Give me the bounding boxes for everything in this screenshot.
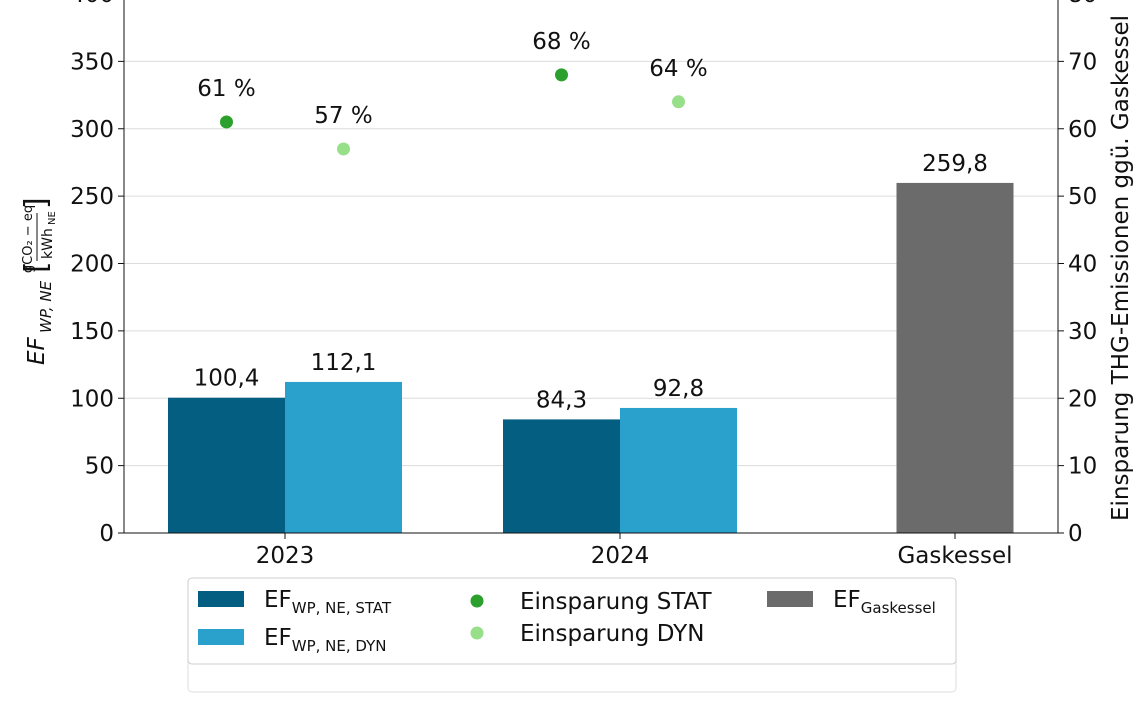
scatter-point xyxy=(672,95,685,109)
x-tick-label: Gaskessel xyxy=(897,543,1012,569)
bar xyxy=(620,407,737,533)
y-axis-label: EF WP, NE [ gCO₂ − eq kWh NE ] xyxy=(19,197,58,365)
value-label: 112,1 xyxy=(311,350,377,376)
y-tick-label: 150 xyxy=(70,319,114,345)
y-tick-label: 200 xyxy=(70,252,114,278)
legend-label: EFWP, NE, STAT xyxy=(264,587,392,617)
legend-marker xyxy=(470,594,484,608)
y2-axis-label: Einsparung THG-Emissionen ggü. Gaskessel xyxy=(1108,15,1134,521)
y2-tick-label: 20 xyxy=(1068,386,1097,412)
legend-name: EF xyxy=(833,587,861,613)
y-tick-label: 400 xyxy=(70,0,114,8)
y2-tick-label: 50 xyxy=(1068,184,1097,210)
y2-tick-label: 40 xyxy=(1068,252,1097,278)
legend-name-sub: WP, NE, STAT xyxy=(292,599,392,617)
value-label: 64 % xyxy=(649,56,707,82)
y-tick-label: 50 xyxy=(85,454,114,480)
y-tick-label: 100 xyxy=(70,386,114,412)
y-tick-label: 300 xyxy=(70,117,114,143)
y2-tick-label: 0 xyxy=(1068,521,1083,547)
y-label-bracket: ] xyxy=(19,197,54,209)
value-label: 57 % xyxy=(314,103,372,129)
y-label-main: EF xyxy=(24,336,50,365)
legend-name: Einsparung STAT xyxy=(520,589,713,615)
legend-name: EF xyxy=(264,587,292,613)
value-label: 68 % xyxy=(532,29,590,55)
y-tick-label: 0 xyxy=(99,521,114,547)
bar xyxy=(285,381,402,533)
legend-name: EF xyxy=(264,625,292,651)
legend-swatch xyxy=(767,591,813,607)
y-label-unit-num: gCO₂ − eq xyxy=(21,205,36,273)
y-label-unit-den: kWh xyxy=(40,228,56,259)
y-tick-label: 250 xyxy=(70,184,114,210)
y-label-sub: WP, NE xyxy=(37,280,55,333)
y2-tick-label: 80 xyxy=(1068,0,1097,8)
y-label-unit-den-sub: NE xyxy=(47,211,58,225)
scatter-point xyxy=(337,142,350,156)
y2-tick-label: 70 xyxy=(1068,49,1097,75)
value-label: 100,4 xyxy=(194,366,260,392)
y2-tick-label: 30 xyxy=(1068,319,1097,345)
value-label: 259,8 xyxy=(922,151,988,177)
scatter-point xyxy=(220,115,233,129)
x-tick-label: 2023 xyxy=(256,543,315,569)
legend-name: Einsparung DYN xyxy=(520,621,704,647)
bar xyxy=(896,182,1014,533)
legend-label: Einsparung DYN xyxy=(520,621,704,647)
legend-label: Einsparung STAT xyxy=(520,589,713,615)
value-label: 61 % xyxy=(197,76,255,102)
legend-label: EFWP, NE, DYN xyxy=(264,625,387,655)
legend-name-sub: Gaskessel xyxy=(861,599,936,617)
bar xyxy=(503,419,620,533)
legend xyxy=(187,577,957,665)
x-tick-label: 2024 xyxy=(591,543,650,569)
legend-swatch xyxy=(198,629,244,645)
legend-label: EFGaskessel xyxy=(833,587,936,617)
legend-marker xyxy=(470,626,484,640)
scatter-point xyxy=(555,68,568,82)
y2-tick-label: 60 xyxy=(1068,117,1097,143)
y2-tick-label: 10 xyxy=(1068,454,1097,480)
legend-swatch xyxy=(198,591,244,607)
legend-name-sub: WP, NE, DYN xyxy=(292,637,387,655)
bar xyxy=(168,397,285,533)
value-label: 92,8 xyxy=(653,376,704,402)
y-tick-label: 350 xyxy=(70,49,114,75)
y-label-bracket: [ xyxy=(19,261,54,273)
value-label: 84,3 xyxy=(536,387,587,413)
